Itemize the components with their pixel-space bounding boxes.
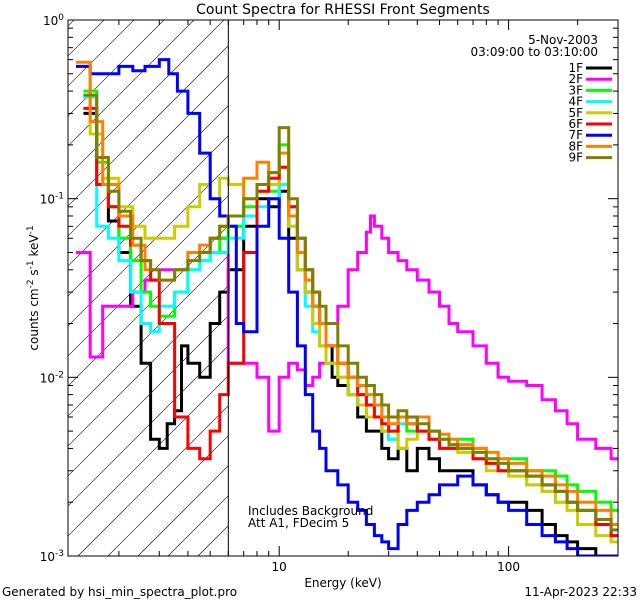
axes: 10 100 100 10-1 10-2 10-3 counts cm-2 s-1 keV-… [26,13,619,574]
footer-left: Generated by hsi_min_spectra_plot.pro [2,585,237,599]
hatched-region [68,20,618,556]
hatch-line [68,20,195,147]
x-tick-label: 100 [497,560,520,574]
series-9F-line [83,93,618,532]
legend-label: 9F [568,151,583,165]
annotation-background: Includes Background [248,504,373,518]
hatch-line [68,20,165,117]
y-tick-label: 10-1 [40,192,64,207]
hatch-line [68,20,225,177]
y-axis-label: counts cm-2 s-1 keV-1 [26,225,41,350]
series-7F-line [76,58,618,556]
plot-frame [67,19,619,557]
hatch-line [68,20,75,27]
hatch-line [68,20,105,57]
x-axis-label: Energy (keV) [304,576,381,590]
legend-label: 2F [568,72,583,86]
chart-title: Count Spectra for RHESSI Front Segments [196,2,490,18]
legend-label: 3F [568,83,583,97]
y-tick-label: 10-3 [40,549,64,564]
legend-label: 1F [568,61,583,75]
legend-label: 7F [568,128,583,142]
legend-label: 4F [568,95,583,109]
hatch-line [68,20,135,87]
y-tick-label: 100 [43,13,64,28]
legend-label: 5F [568,106,583,120]
x-tick-label: 10 [272,560,287,574]
hatch-line [68,20,255,207]
y-tick-label: 10-2 [40,370,64,385]
series-group [76,58,618,556]
legend-header: 5-Nov-2003 [528,33,598,47]
footer-right: 11-Apr-2023 22:33 [524,585,637,599]
legend-label: 8F [568,139,583,153]
hatch-mask [228,20,618,556]
series-5F-line [76,64,618,544]
legend-label: 6F [568,117,583,131]
series-8F-line [76,60,618,526]
legend-header: 03:09:00 to 03:10:00 [471,45,598,59]
annotation-attenuator: Att A1, FDecim 5 [248,516,349,530]
hatch-line [68,20,285,237]
